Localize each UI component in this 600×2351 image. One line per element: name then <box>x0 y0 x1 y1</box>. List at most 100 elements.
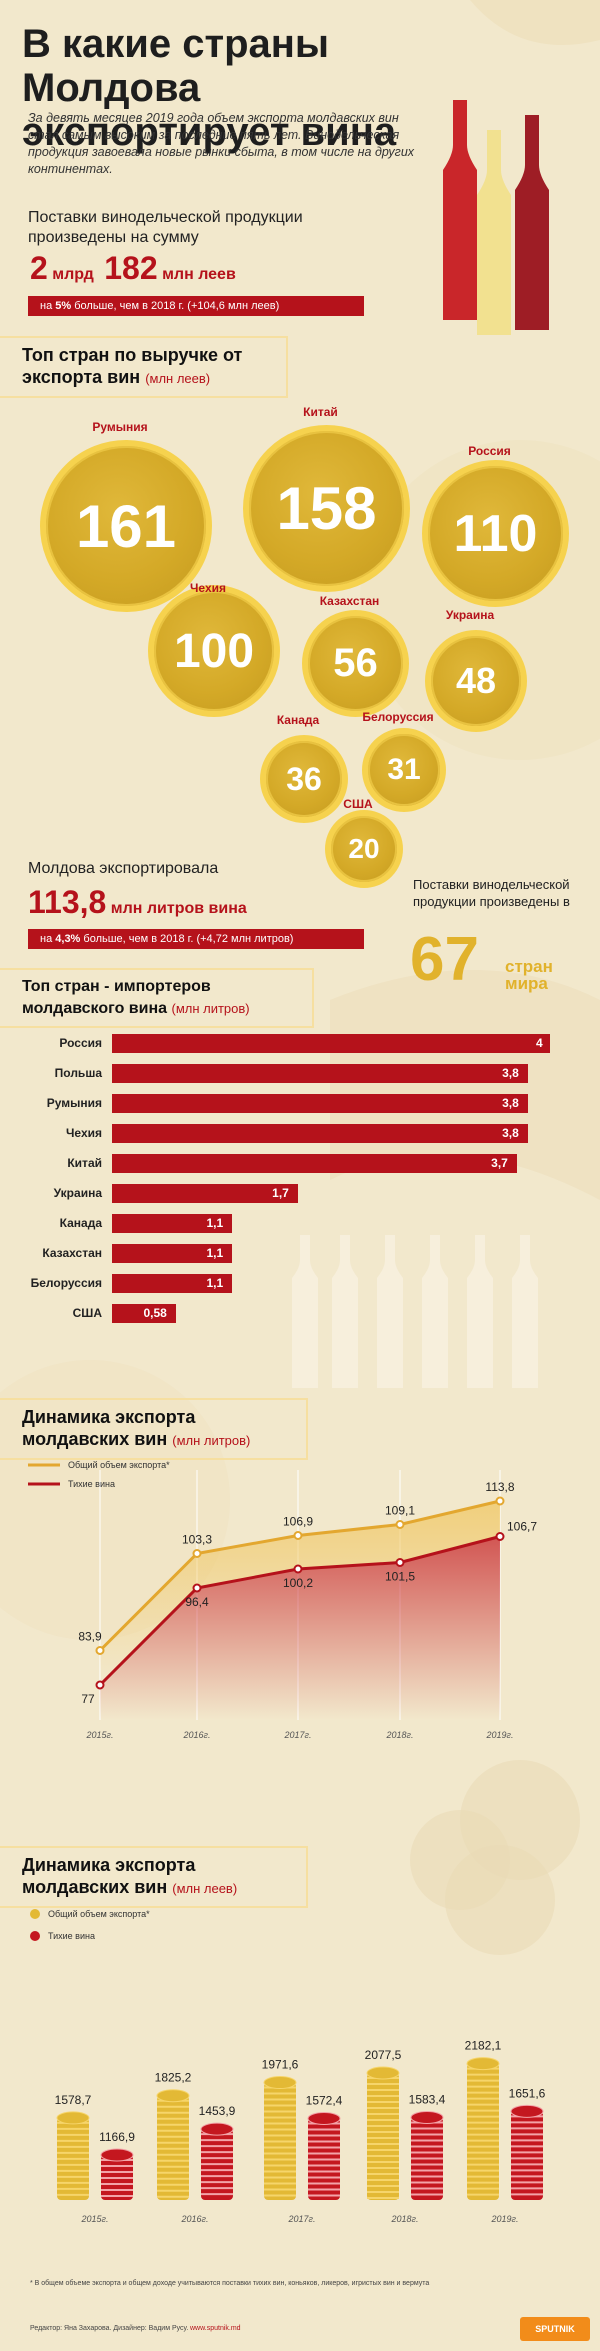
bar-category-label: Украина <box>53 1186 102 1200</box>
coin-country-label: Чехия <box>190 581 226 595</box>
point-still <box>95 1680 105 1690</box>
data-label-stack-still-2: 1453,9 <box>199 2104 236 2118</box>
top-revenue-heading: Топ стран по выручке от экспорта вин <box>22 345 243 387</box>
bar-category-label: США <box>72 1306 102 1320</box>
stack-still-3 <box>307 2111 341 2200</box>
volume-note-post: больше, чем в 2018 г. (+4,72 млн литров) <box>83 933 294 945</box>
line-chart-header: Динамика экспорта молдавских вин (млн ли… <box>0 1398 308 1460</box>
coin-country-label: Белоруссия <box>362 710 434 724</box>
bar-value-label: 3,8 <box>502 1066 519 1080</box>
intro-text: За девять месяцев 2019 года объем экспор… <box>28 111 415 176</box>
coin-chart-unit: (млн леев) <box>172 1881 238 1896</box>
bar-category-label: Белоруссия <box>30 1276 102 1290</box>
coin-country-label: Китай <box>303 405 338 419</box>
coin-7: 36 <box>260 735 348 823</box>
bottle-darkred-icon <box>515 115 549 330</box>
data-label-still: 96,4 <box>185 1595 209 1609</box>
coin-country-label: Украина <box>445 608 495 622</box>
point-total <box>95 1646 105 1655</box>
data-label-stack-still-5: 1651,6 <box>509 2086 546 2100</box>
coin-5: 56 <box>302 610 409 717</box>
countries-unit1: стран <box>505 957 553 976</box>
legend-label-still: Тихие вина <box>68 1479 115 1489</box>
countries-big: 67 <box>410 925 479 994</box>
bar-10 <box>112 1304 176 1323</box>
bar-value-label: 3,8 <box>502 1126 519 1140</box>
volume-unit: млн литров вина <box>110 900 247 917</box>
bar-category-label: Польша <box>54 1066 102 1080</box>
x-tick-label: 2016г. <box>183 1730 211 1740</box>
volume-big: 113,8 <box>28 884 107 920</box>
stack-total-3-top <box>263 2076 297 2090</box>
bar-category-label: Канада <box>59 1216 102 1230</box>
point-still <box>495 1532 505 1541</box>
revenue-amount: 2 млрд 182 млн леев <box>30 250 236 287</box>
volume-caption: Молдова экспортировала <box>28 860 219 877</box>
top-volume-heading: Топ стран - импортеров молдавского вина <box>22 978 211 1017</box>
stack-still-2-top <box>200 2122 234 2136</box>
stack-still-5-top <box>510 2104 544 2118</box>
wine-bottles-illustration <box>443 100 549 335</box>
coin-3: 110 <box>422 460 569 607</box>
volume-note-pre: на <box>40 933 53 945</box>
site-link[interactable]: www.sputnik.md <box>190 2325 241 2332</box>
point-still <box>293 1564 303 1574</box>
footer: Редактор: Яна Захарова. Дизайнер: Вадим … <box>0 2311 600 2351</box>
bar-value-label: 1,7 <box>272 1186 289 1200</box>
coin-9: 20 <box>325 810 403 888</box>
revenue-note-pre: на <box>40 300 53 312</box>
data-label-stack-still-1: 1166,9 <box>99 2130 135 2144</box>
bottle-red-icon <box>443 100 477 320</box>
bar-value-label: 1,1 <box>206 1276 224 1290</box>
coin-country-label: Канада <box>276 713 320 727</box>
coin-8: 31 <box>362 728 446 812</box>
coin-2: 158 <box>243 425 410 592</box>
coin-value: 110 <box>453 504 538 563</box>
data-label-stack-total-2: 1825,2 <box>155 2071 192 2085</box>
coin-value: 100 <box>173 624 255 678</box>
page-title: В какие страны Молдова экспортирует вина <box>22 22 397 154</box>
bar-6 <box>112 1184 299 1203</box>
bar-8 <box>112 1244 233 1263</box>
point-total <box>395 1520 405 1529</box>
stack-still-5 <box>510 2104 544 2200</box>
x-tick-label: 2016г. <box>181 2214 209 2224</box>
bar-value-label: 3,8 <box>502 1096 519 1110</box>
top-revenue-unit: (млн леев) <box>145 371 211 386</box>
sputnik-logo: SPUTNIK <box>520 2317 590 2341</box>
legend-dot-still <box>30 1931 40 1941</box>
legend-label-still: Тихие вина <box>48 1931 95 1941</box>
stack-total-5 <box>466 2057 500 2200</box>
bottle-yellow-icon <box>477 130 511 335</box>
bar-value-label: 4 <box>536 1036 543 1050</box>
point-still <box>192 1583 202 1593</box>
logo-text: SPUTNIK <box>535 2324 575 2334</box>
legend-label-total: Общий объем экспорта* <box>48 1909 150 1919</box>
volume-note-pct: 4,3% <box>55 933 81 945</box>
bar-2 <box>112 1064 529 1083</box>
bar-5 <box>112 1154 518 1173</box>
bar-category-label: Казахстан <box>42 1246 102 1260</box>
footnote: * В общем объеме экспорта и общем доходе… <box>30 2280 430 2287</box>
countries-unit2: мира <box>505 974 548 993</box>
stack-total-1-top <box>56 2111 90 2125</box>
line-chart-title: Динамика экспорта молдавских вин <box>22 1407 196 1449</box>
stack-still-5-body <box>511 2111 543 2200</box>
bar-value-label: 1,1 <box>206 1216 224 1230</box>
point-still <box>395 1558 405 1567</box>
legend-label-total: Общий объем экспорта* <box>68 1460 170 1470</box>
stack-total-5-top <box>466 2057 500 2071</box>
coin-country-label: Россия <box>468 444 511 458</box>
revenue-note: на 5% больше, чем в 2018 г. (+104,6 млн … <box>28 296 364 316</box>
coin-country-label: США <box>343 797 373 811</box>
data-label-still: 106,7 <box>507 1520 537 1534</box>
coin-value: 158 <box>276 475 377 542</box>
stack-total-4 <box>366 2066 400 2200</box>
bar-4 <box>112 1124 529 1143</box>
revenue-big1: 2 <box>30 250 48 286</box>
coin-value: 31 <box>387 753 421 786</box>
stack-still-1-top <box>100 2148 134 2162</box>
x-tick-label: 2018г. <box>386 1730 414 1740</box>
coin-stack-chart: Общий объем экспорта* Тихие вина 1578,7 116… <box>30 1909 546 2224</box>
point-total <box>192 1549 202 1558</box>
